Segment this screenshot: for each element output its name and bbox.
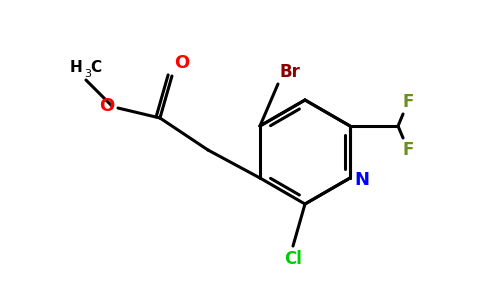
Text: F: F	[402, 93, 413, 111]
Text: H: H	[69, 60, 82, 75]
Text: O: O	[174, 54, 189, 72]
Text: Cl: Cl	[284, 250, 302, 268]
Text: F: F	[402, 141, 413, 159]
Text: N: N	[354, 171, 369, 189]
Text: 3: 3	[84, 69, 91, 79]
Text: Br: Br	[280, 63, 301, 81]
Text: C: C	[90, 60, 101, 75]
Text: O: O	[99, 97, 114, 115]
